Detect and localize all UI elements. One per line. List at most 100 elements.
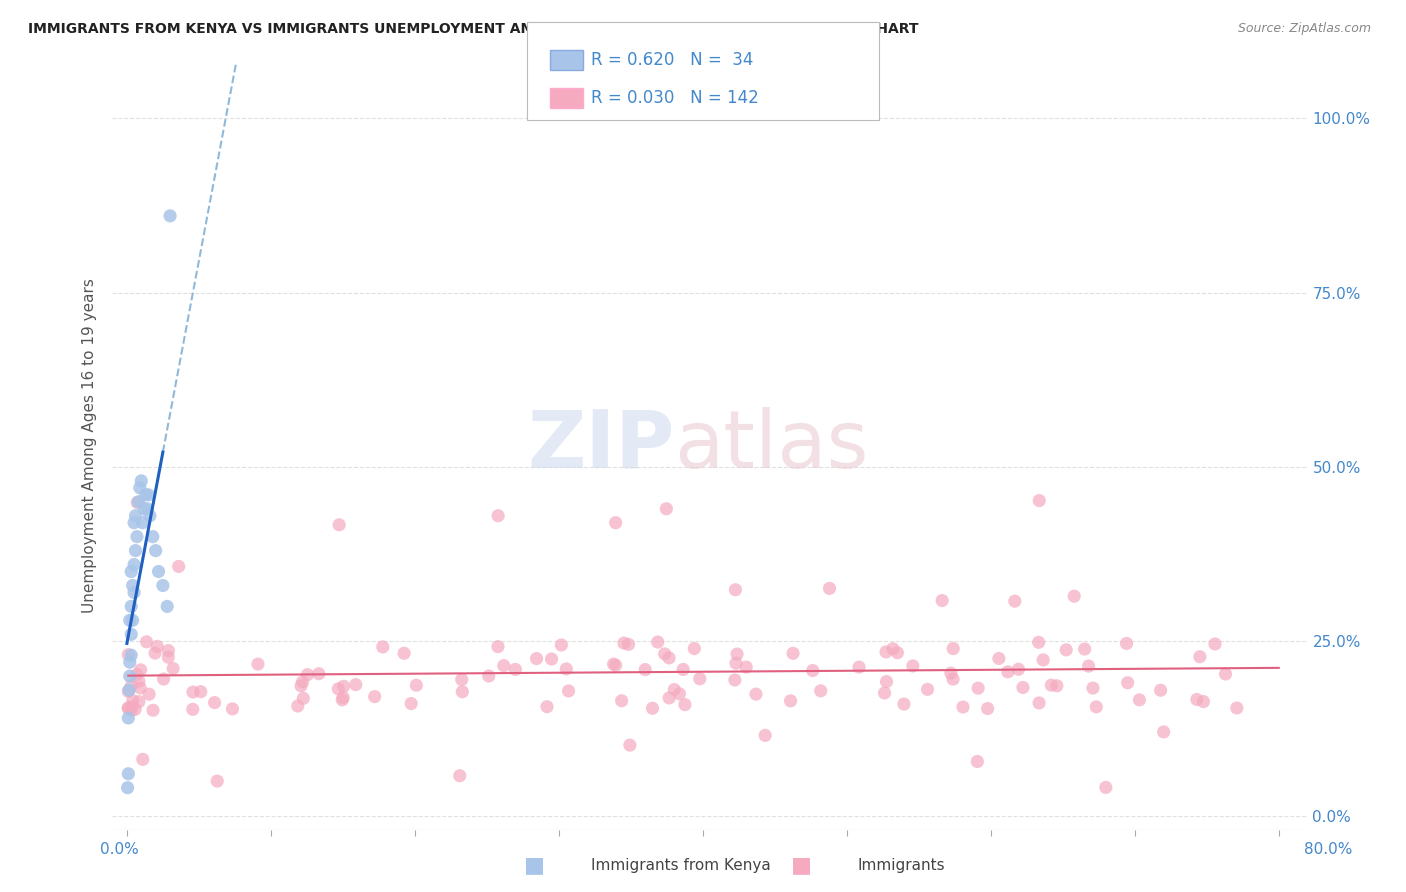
- Point: [135, 634, 157, 648]
- Point: [332, 679, 354, 693]
- Point: [1054, 643, 1077, 657]
- Point: [917, 682, 939, 697]
- Y-axis label: Unemployment Among Ages 16 to 19 years: Unemployment Among Ages 16 to 19 years: [82, 278, 97, 614]
- Point: [246, 657, 269, 672]
- Point: [124, 508, 146, 523]
- Point: [308, 666, 330, 681]
- Point: [143, 646, 166, 660]
- Point: [159, 209, 181, 223]
- Point: [1185, 692, 1208, 706]
- Point: [124, 702, 146, 716]
- Point: [205, 774, 228, 789]
- Point: [492, 658, 515, 673]
- Point: [754, 728, 776, 742]
- Point: [602, 657, 624, 672]
- Point: [939, 666, 962, 681]
- Point: [157, 643, 180, 657]
- Point: [405, 678, 427, 692]
- Point: [1192, 695, 1215, 709]
- Point: [987, 651, 1010, 665]
- Point: [658, 651, 681, 665]
- Point: [344, 678, 367, 692]
- Point: [121, 699, 143, 714]
- Point: [221, 702, 243, 716]
- Point: [725, 647, 748, 661]
- Point: [1032, 653, 1054, 667]
- Point: [641, 701, 664, 715]
- Point: [1046, 679, 1069, 693]
- Point: [536, 699, 558, 714]
- Point: [745, 687, 768, 701]
- Point: [724, 582, 747, 597]
- Point: [818, 582, 841, 596]
- Text: 80.0%: 80.0%: [1305, 842, 1353, 856]
- Point: [120, 703, 142, 717]
- Point: [122, 558, 145, 572]
- Point: [118, 683, 141, 698]
- Point: [848, 660, 870, 674]
- Point: [810, 683, 832, 698]
- Point: [148, 565, 170, 579]
- Text: Source: ZipAtlas.com: Source: ZipAtlas.com: [1237, 22, 1371, 36]
- Point: [689, 672, 711, 686]
- Point: [332, 690, 354, 705]
- Point: [157, 650, 180, 665]
- Point: [117, 648, 139, 662]
- Point: [882, 641, 904, 656]
- Point: [505, 663, 527, 677]
- Point: [1007, 662, 1029, 676]
- Text: atlas: atlas: [675, 407, 869, 485]
- Point: [1188, 649, 1211, 664]
- Point: [526, 651, 548, 665]
- Point: [449, 769, 471, 783]
- Point: [290, 679, 312, 693]
- Point: [125, 667, 148, 681]
- Point: [135, 488, 157, 502]
- Point: [117, 684, 139, 698]
- Point: [617, 637, 640, 651]
- Point: [540, 652, 562, 666]
- Point: [647, 635, 669, 649]
- Point: [120, 648, 142, 663]
- Point: [942, 672, 965, 686]
- Point: [134, 501, 156, 516]
- Point: [966, 755, 988, 769]
- Point: [190, 684, 212, 698]
- Point: [399, 697, 422, 711]
- Point: [120, 565, 142, 579]
- Point: [450, 673, 472, 687]
- Point: [1004, 594, 1026, 608]
- Point: [619, 738, 641, 752]
- Point: [120, 627, 142, 641]
- Point: [873, 686, 896, 700]
- Point: [1215, 667, 1237, 681]
- Point: [292, 691, 315, 706]
- Point: [120, 679, 142, 693]
- Point: [120, 599, 142, 614]
- Point: [167, 559, 190, 574]
- Point: [145, 543, 167, 558]
- Point: [779, 694, 801, 708]
- Point: [486, 640, 509, 654]
- Point: [605, 516, 627, 530]
- Text: 0.0%: 0.0%: [100, 842, 139, 856]
- Point: [117, 766, 139, 780]
- Point: [654, 647, 676, 661]
- Point: [138, 488, 160, 502]
- Point: [1226, 701, 1249, 715]
- Point: [931, 593, 953, 607]
- Point: [1085, 699, 1108, 714]
- Text: Immigrants: Immigrants: [858, 858, 945, 872]
- Point: [129, 681, 152, 695]
- Point: [117, 701, 139, 715]
- Point: [122, 516, 145, 530]
- Point: [875, 645, 897, 659]
- Point: [1128, 693, 1150, 707]
- Point: [683, 641, 706, 656]
- Point: [1063, 589, 1085, 603]
- Point: [1073, 642, 1095, 657]
- Point: [664, 682, 686, 697]
- Point: [127, 495, 149, 509]
- Point: [478, 669, 501, 683]
- Point: [121, 578, 143, 592]
